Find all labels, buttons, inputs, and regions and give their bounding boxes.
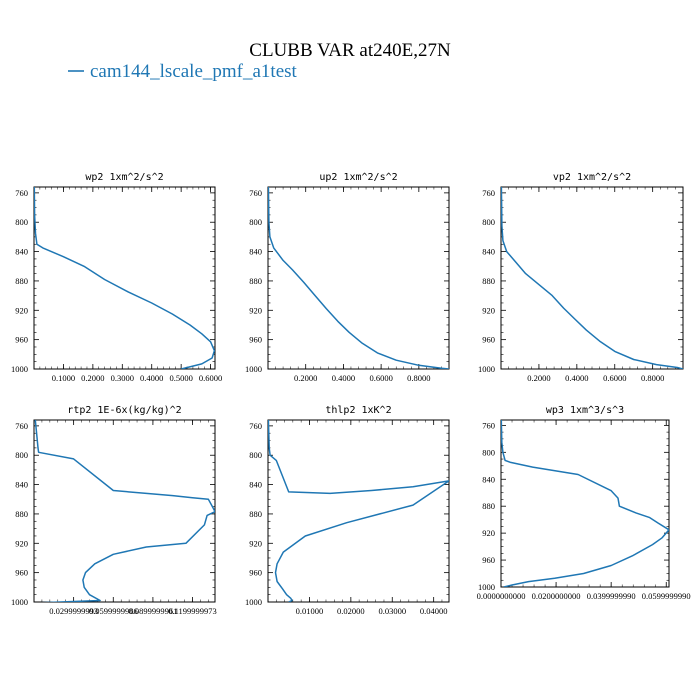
y-tick-label: 920 [249, 538, 262, 548]
y-tick-label: 760 [249, 188, 262, 198]
y-tick-label: 1000 [245, 597, 262, 607]
x-tick-label: 0.0299999993 [49, 606, 98, 616]
x-tick-label: 0.6000 [369, 373, 392, 383]
series-line [501, 420, 669, 587]
panel-3: vp2 1xm^2/s^2 760 800 840 880 920 960 1000 0.200… [478, 172, 684, 383]
panel-title: up2 1xm^2/s^2 [319, 172, 397, 183]
y-tick-label: 960 [15, 568, 28, 578]
x-tick-label: 0.2000 [81, 373, 104, 383]
y-tick-label: 800 [15, 217, 28, 227]
y-tick-label: 1000 [11, 597, 28, 607]
y-tick-label: 1000 [245, 364, 262, 374]
series-line [501, 187, 683, 369]
x-tick-label: 0.0000000000 [477, 591, 526, 601]
y-tick-label: 960 [249, 568, 262, 578]
y-tick-label: 960 [15, 335, 28, 345]
x-tick-label: 0.5000 [169, 373, 192, 383]
y-tick-label: 880 [482, 276, 495, 286]
y-tick-label: 800 [482, 447, 495, 457]
x-tick-label: 0.1000 [52, 373, 75, 383]
x-tick-label: 0.3000 [111, 373, 134, 383]
y-tick-label: 840 [482, 474, 495, 484]
panel-title: vp2 1xm^2/s^2 [553, 172, 631, 183]
panel-5: thlp2 1xK^2 760 800 840 880 920 960 1000 0.01000… [245, 405, 450, 616]
plot-frame [33, 419, 216, 603]
legend-label: cam144_lscale_pmf_a1test [90, 61, 298, 82]
y-tick-label: 840 [249, 247, 262, 257]
y-tick-label: 800 [482, 217, 495, 227]
y-tick-label: 800 [15, 450, 28, 460]
x-tick-label: 0.0399999990 [587, 591, 636, 601]
panel-title: thlp2 1xK^2 [325, 405, 391, 416]
x-tick-label: 0.8000 [641, 373, 664, 383]
y-tick-label: 880 [15, 509, 28, 519]
y-tick-label: 760 [249, 421, 262, 431]
x-tick-label: 0.0200000000 [532, 591, 581, 601]
plot-frame [500, 186, 684, 370]
x-tick-label: 0.03000 [378, 606, 406, 616]
panel-6: wp3 1xm^3/s^3 760 800 840 880 920 960 10000.000… [477, 405, 691, 601]
plot-frame [267, 419, 450, 603]
x-tick-label: 0.2000 [527, 373, 550, 383]
panel-4: rtp2 1E-6x(kg/kg)^2 760 800 840 880 920 960 100… [11, 405, 217, 616]
y-tick-label: 800 [249, 450, 262, 460]
panel-title: wp3 1xm^3/s^3 [546, 405, 624, 416]
series-line [34, 420, 215, 602]
y-tick-label: 840 [249, 480, 262, 490]
panel-2: up2 1xm^2/s^2 760 800 840 880 920 960 1000 0.200… [245, 172, 450, 383]
x-tick-label: 0.0599999990 [642, 591, 691, 601]
y-tick-label: 960 [482, 555, 495, 565]
series-line [34, 187, 215, 369]
y-tick-label: 880 [482, 501, 495, 511]
plot-frame [33, 186, 216, 370]
x-tick-label: 0.0899999961 [128, 606, 177, 616]
y-tick-label: 840 [482, 247, 495, 257]
x-tick-label: 0.6000 [603, 373, 626, 383]
y-tick-label: 920 [482, 528, 495, 538]
x-tick-label: 0.02000 [337, 606, 365, 616]
y-tick-label: 880 [15, 276, 28, 286]
x-tick-label: 0.04000 [420, 606, 448, 616]
x-tick-label: 0.1199999973 [168, 606, 217, 616]
x-tick-label: 0.4000 [565, 373, 588, 383]
series-line [268, 420, 449, 602]
y-tick-label: 760 [15, 188, 28, 198]
y-tick-label: 920 [15, 305, 28, 315]
y-tick-label: 880 [249, 509, 262, 519]
y-tick-label: 1000 [478, 582, 495, 592]
x-tick-label: 0.2000 [294, 373, 317, 383]
y-tick-label: 840 [15, 480, 28, 490]
panel-title: wp2 1xm^2/s^2 [85, 172, 163, 183]
plot-frame [500, 419, 670, 588]
y-tick-label: 920 [482, 305, 495, 315]
panels: wp2 1xm^2/s^2 760 800 840 880 920 960 1000 0.100… [11, 172, 691, 616]
y-tick-label: 960 [482, 335, 495, 345]
x-tick-label: 0.8000 [407, 373, 430, 383]
y-tick-label: 920 [15, 538, 28, 548]
plot-frame [267, 186, 450, 370]
y-tick-label: 1000 [478, 364, 495, 374]
y-tick-label: 920 [249, 305, 262, 315]
y-tick-label: 760 [482, 188, 495, 198]
figure-title: CLUBB VAR at240E,27N [249, 40, 451, 61]
y-tick-label: 840 [15, 247, 28, 257]
y-tick-label: 760 [15, 421, 28, 431]
x-tick-label: 0.0599999986 [89, 606, 138, 616]
x-tick-label: 0.4000 [332, 373, 355, 383]
y-tick-label: 760 [482, 420, 495, 430]
panel-1: wp2 1xm^2/s^2 760 800 840 880 920 960 1000 0.100… [11, 172, 222, 383]
panel-title: rtp2 1E-6x(kg/kg)^2 [67, 405, 181, 416]
y-tick-label: 960 [249, 335, 262, 345]
y-tick-label: 880 [249, 276, 262, 286]
series-line [268, 187, 449, 369]
y-tick-label: 800 [249, 217, 262, 227]
x-tick-label: 0.6000 [199, 373, 222, 383]
x-tick-label: 0.01000 [296, 606, 324, 616]
x-tick-label: 0.4000 [140, 373, 163, 383]
y-tick-label: 1000 [11, 364, 28, 374]
